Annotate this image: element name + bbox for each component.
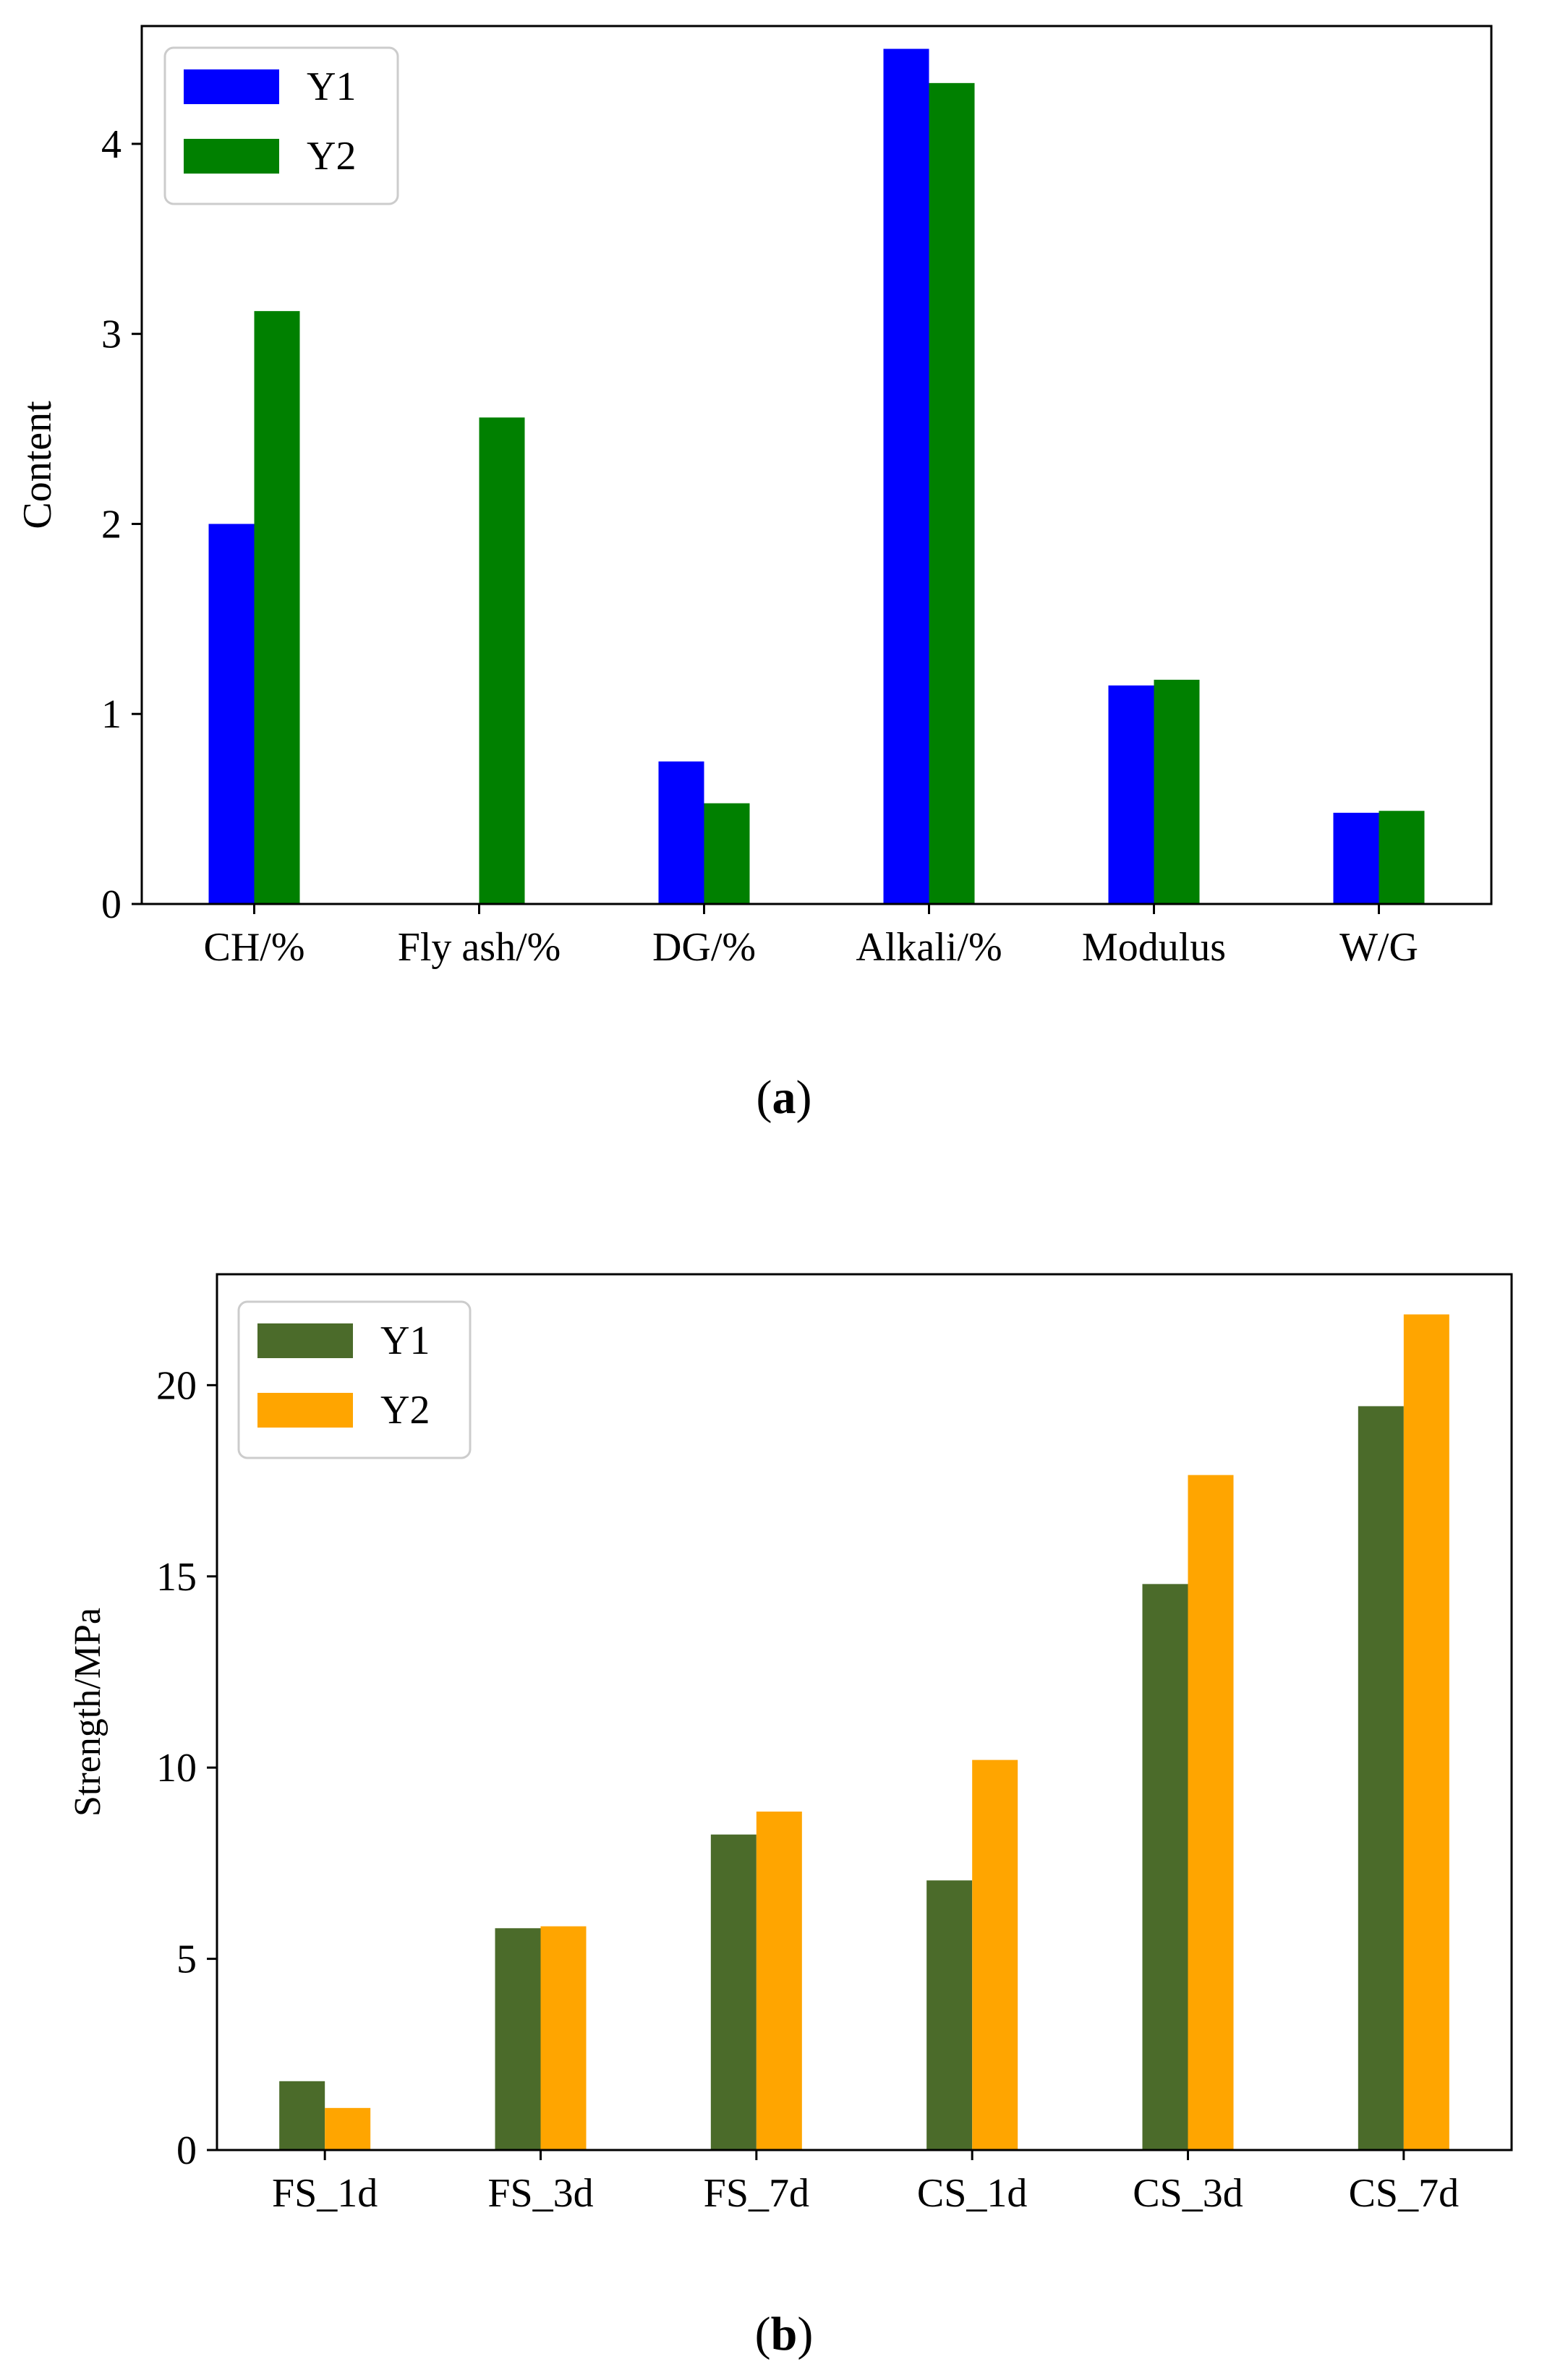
chart-b-xtick-label-2: FS_7d: [704, 2171, 809, 2216]
chart-b-legend-swatch-y1: [257, 1323, 353, 1358]
chart-b-bar-y1-2: [710, 1834, 757, 2150]
chart-b-bar-y1-1: [495, 1928, 541, 2150]
chart-b: 0 5 10 15 20 FS_1d FS_3d FS_7d CS_1d CS_3d CS_7d St…: [67, 1273, 1513, 2216]
chart-a-bar-y2-0: [254, 311, 300, 904]
chart-b-xtick-label-0: FS_1d: [272, 2171, 378, 2216]
chart-a: 0 1 2 3 4 CH/% Fly ash/% DG/% Alkali/% Modulus W/G…: [15, 25, 1493, 970]
chart-b-legend-label-y2: Y2: [380, 1388, 430, 1433]
chart-a-bar-y1-2: [658, 761, 704, 904]
chart-b-bar-y2-4: [1188, 1475, 1234, 2150]
chart-b-xtick-label-1: FS_3d: [487, 2171, 593, 2216]
chart-b-xtick-label-5: CS_7d: [1349, 2171, 1460, 2216]
chart-a-bar-y1-0: [208, 524, 255, 904]
chart-b-bar-y1-5: [1358, 1406, 1404, 2150]
chart-b-ytick-label-0: 0: [176, 2128, 197, 2173]
caption-b: (b): [0, 2307, 1568, 2362]
chart-a-xtick-label-5: W/G: [1339, 925, 1418, 970]
chart-b-bar-y2-5: [1403, 1314, 1449, 2150]
chart-a-ylabel: Content: [15, 401, 60, 529]
chart-a-ytick-label-3: 3: [101, 312, 122, 357]
caption-a-close: ): [796, 1071, 812, 1124]
caption-a-open: (: [756, 1071, 772, 1124]
caption-a-letter: a: [772, 1071, 796, 1124]
chart-a-xtick-label-4: Modulus: [1082, 925, 1226, 970]
chart-a-ytick-label-4: 4: [101, 122, 122, 167]
chart-b-bar-y2-3: [972, 1760, 1018, 2150]
chart-b-plot-frame: [216, 1273, 1513, 2151]
chart-a-ytick-label-0: 0: [101, 882, 122, 927]
chart-a-bar-y2-2: [704, 803, 750, 904]
chart-a-bar-y1-3: [883, 48, 929, 904]
chart-a-legend-swatch-y1: [184, 69, 279, 104]
chart-a-xtick-label-0: CH/%: [204, 925, 305, 970]
chart-b-ytick-label-1: 5: [176, 1937, 197, 1982]
chart-b-ytick-label-3: 15: [156, 1555, 197, 1600]
chart-b-bar-y1-0: [279, 2081, 325, 2150]
chart-a-ytick-label-2: 2: [101, 502, 122, 547]
chart-b-bar-y1-4: [1142, 1584, 1188, 2150]
chart-b-bar-y2-1: [540, 1926, 587, 2150]
chart-b-legend-swatch-y2: [257, 1393, 353, 1428]
chart-b-bar-y2-2: [756, 1811, 802, 2150]
chart-a-bar-y1-4: [1108, 685, 1154, 904]
chart-a-bar-y2-1: [479, 417, 525, 904]
chart-b-legend-label-y1: Y1: [380, 1318, 430, 1363]
chart-a-plot-frame: [140, 25, 1493, 905]
chart-b-xtick-label-4: CS_3d: [1133, 2171, 1243, 2216]
chart-a-legend-label-y2: Y2: [307, 134, 356, 179]
caption-a: (a): [0, 1070, 1568, 1125]
caption-b-letter: b: [770, 2308, 798, 2360]
chart-a-ytick-label-1: 1: [101, 692, 122, 737]
chart-b-bar-y1-3: [926, 1880, 973, 2150]
chart-b-xtick-label-3: CS_1d: [917, 2171, 1028, 2216]
chart-b-ylabel: Strength/MPa: [67, 1608, 108, 1817]
chart-a-xtick-label-2: DG/%: [652, 925, 756, 970]
chart-a-bar-y2-5: [1379, 811, 1425, 904]
chart-a-xtick-label-3: Alkali/%: [856, 925, 1002, 970]
chart-a-bar-y1-5: [1333, 812, 1379, 904]
chart-a-bar-y2-3: [929, 82, 975, 904]
chart-b-bar-y2-0: [325, 2107, 371, 2150]
chart-b-ytick-label-4: 20: [156, 1363, 197, 1408]
chart-a-legend-swatch-y2: [184, 139, 279, 174]
chart-a-bar-y2-4: [1154, 679, 1200, 904]
chart-a-legend-label-y1: Y1: [307, 64, 356, 109]
chart-a-xtick-label-1: Fly ash/%: [398, 925, 561, 970]
chart-b-ytick-label-2: 10: [156, 1746, 197, 1791]
caption-b-open: (: [754, 2308, 771, 2360]
caption-b-close: ): [797, 2308, 814, 2360]
